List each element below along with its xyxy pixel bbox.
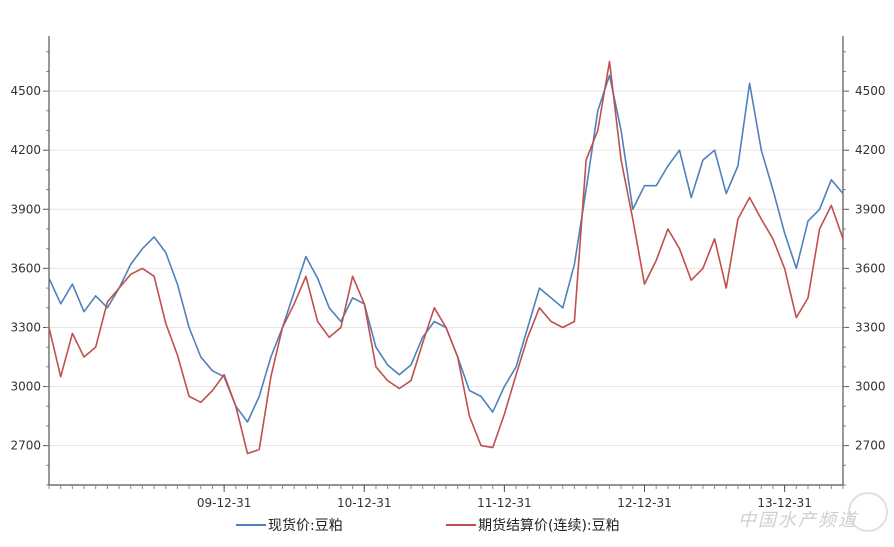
watermark-logo-icon <box>848 492 888 532</box>
series-line-futures <box>48 60 844 455</box>
x-tick-label: 09-12-31 <box>197 496 251 510</box>
y-tick-label-left: 3300 <box>10 320 41 334</box>
y-tick-label-right: 4500 <box>855 84 886 98</box>
x-tick-label: 10-12-31 <box>337 496 391 510</box>
x-tick-label: 11-12-31 <box>477 496 531 510</box>
x-tick-label: 13-12-31 <box>757 496 811 510</box>
y-tick-label-right: 3600 <box>855 261 886 275</box>
y-tick-label-left: 4500 <box>10 84 41 98</box>
y-tick-label-left: 3600 <box>10 261 41 275</box>
y-tick-label-right: 4200 <box>855 143 886 157</box>
y-tick-label-right: 3000 <box>855 380 886 394</box>
y-tick-label-left: 2700 <box>10 439 41 453</box>
y-tick-label-left: 3000 <box>10 380 41 394</box>
y-tick-label-left: 3900 <box>10 202 41 216</box>
y-tick-label-right: 3300 <box>855 320 886 334</box>
legend-label-spot: 现货价:豆粕 <box>268 517 343 534</box>
watermark: 中国水产频道 <box>738 510 858 531</box>
x-tick-label: 12-12-31 <box>617 496 671 510</box>
y-tick-label-right: 2700 <box>855 439 886 453</box>
y-tick-label-right: 3900 <box>855 202 886 216</box>
series-line-spot <box>48 74 844 423</box>
y-tick-label-left: 4200 <box>10 143 41 157</box>
legend-label-futures: 期货结算价(连续):豆粕 <box>478 517 620 534</box>
